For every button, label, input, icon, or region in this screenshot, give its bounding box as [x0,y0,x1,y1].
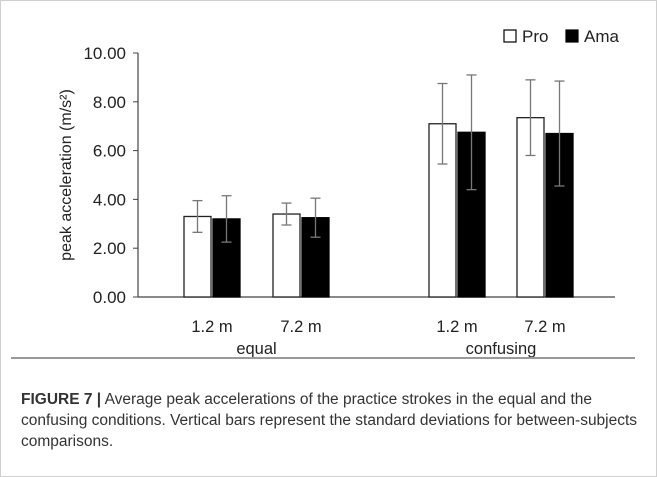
legend-swatch-pro [503,29,517,43]
x-category-label: 7.2 m [280,318,321,336]
x-group-label-confusing: confusing [466,340,537,358]
bar-ama-2 [457,131,486,298]
axis-layer: 0.00 2.00 4.00 6.00 8.00 10.00 peak accelerati… [58,44,615,358]
y-tick-label: 4.00 [93,190,126,209]
caption-divider [11,357,635,359]
bar-pro-1 [272,213,301,298]
chart-legend: Pro Ama [503,27,620,46]
y-tick-label: 0.00 [93,288,126,307]
legend-label-ama: Ama [584,27,620,46]
y-tick-label: 2.00 [93,239,126,258]
caption-text: Average peak accelerations of the practi… [21,391,638,450]
legend-label-pro: Pro [522,27,548,46]
y-axis-title: peak acceleration (m/s²) [58,89,75,261]
y-tick-label: 6.00 [93,142,126,161]
bar-chart: 0.00 2.00 4.00 6.00 8.00 10.00 peak accelerati… [58,27,620,358]
x-category-label: 7.2 m [524,318,565,336]
x-category-label: 1.2 m [191,318,232,336]
x-category-label: 1.2 m [436,318,477,336]
x-group-label-equal: equal [236,340,276,358]
bars-layer [183,74,574,298]
figure-caption: FIGURE 7 | Average peak accelerations of… [21,389,641,452]
caption-label: FIGURE 7 | [21,391,102,408]
y-tick-label: 8.00 [93,93,126,112]
legend-swatch-ama [565,29,579,43]
y-tick-label: 10.00 [83,44,126,63]
